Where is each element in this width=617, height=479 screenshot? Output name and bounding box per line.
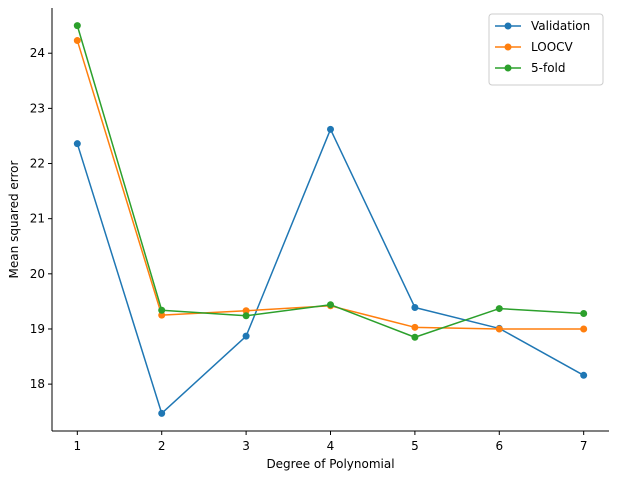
legend-item: 5-fold	[495, 61, 565, 75]
legend-label: Validation	[531, 19, 590, 33]
x-tick-label: 5	[411, 439, 419, 453]
data-point	[158, 306, 166, 314]
x-tick-label: 2	[158, 439, 166, 453]
x-tick-label: 3	[242, 439, 250, 453]
x-axis-label: Degree of Polynomial	[266, 457, 394, 471]
x-tick-label: 1	[73, 439, 81, 453]
data-point	[411, 303, 419, 311]
y-axis-label: Mean squared error	[7, 160, 21, 278]
y-tick-label: 19	[30, 322, 45, 336]
data-point	[242, 307, 250, 315]
x-tick-label: 6	[495, 439, 503, 453]
data-point	[242, 312, 250, 320]
legend-item: Validation	[495, 19, 590, 33]
x-tick-label: 4	[327, 439, 335, 453]
legend-marker	[504, 22, 512, 30]
series	[73, 22, 588, 341]
data-point	[495, 305, 503, 313]
data-point	[73, 37, 81, 45]
data-point	[73, 140, 81, 148]
data-point	[580, 371, 588, 379]
legend-marker	[504, 64, 512, 72]
series-line	[76, 128, 585, 415]
plot-area	[73, 22, 588, 417]
y-tick-label: 22	[30, 157, 45, 171]
data-point	[411, 323, 419, 331]
data-point	[327, 125, 334, 133]
y-tick-label: 20	[30, 267, 45, 281]
legend-label: 5-fold	[531, 61, 565, 75]
data-point	[158, 311, 166, 319]
x-tick-label: 7	[580, 439, 588, 453]
data-point	[411, 333, 419, 341]
y-tick-label: 18	[30, 377, 45, 391]
y-tick-label: 21	[30, 212, 45, 226]
data-point	[495, 325, 503, 333]
data-point	[158, 409, 166, 417]
y-tick-label: 24	[30, 46, 45, 60]
data-point	[580, 310, 588, 318]
data-point	[242, 332, 250, 340]
data-point	[73, 22, 81, 30]
legend: Validation LOOCV 5-fold	[488, 13, 604, 86]
legend-marker	[504, 43, 512, 51]
legend-item: LOOCV	[495, 40, 574, 54]
data-point	[327, 301, 334, 309]
data-point	[580, 325, 588, 333]
y-tick-label: 23	[30, 101, 45, 115]
legend-label: LOOCV	[531, 40, 574, 54]
